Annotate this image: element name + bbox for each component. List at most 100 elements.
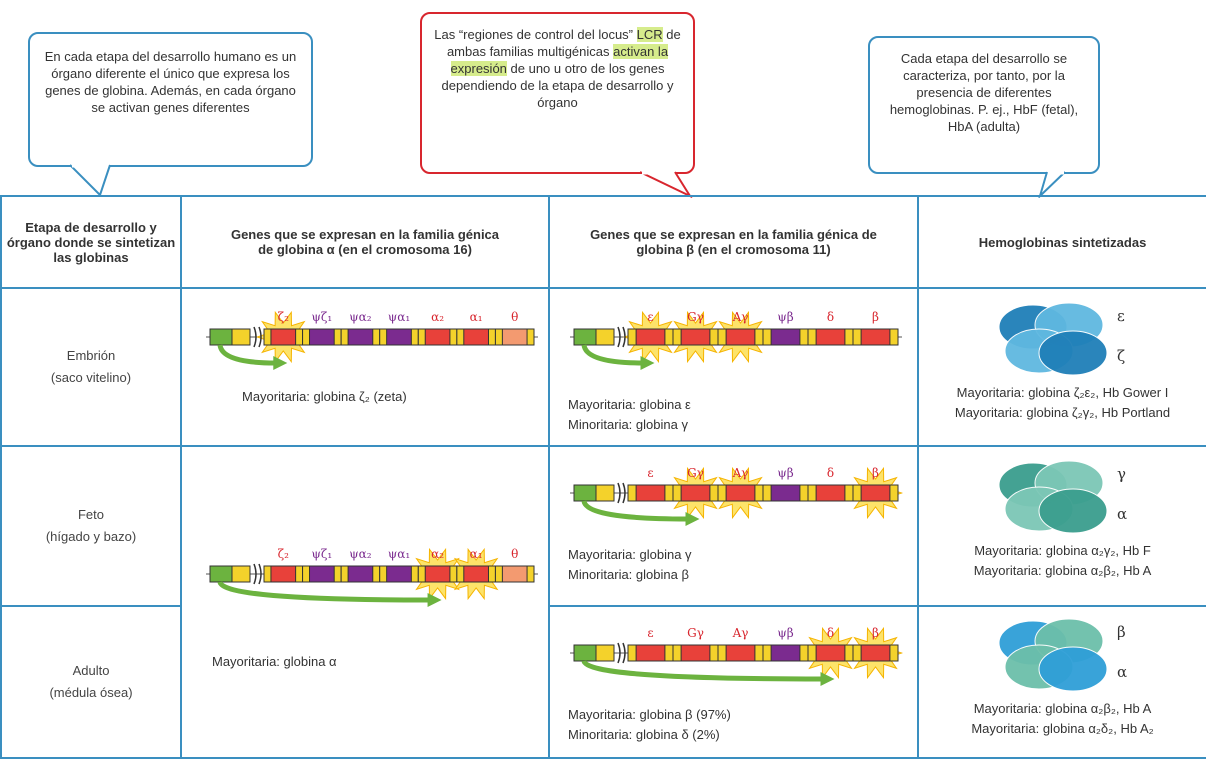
caption: Mayoritaria: globina ε bbox=[568, 397, 691, 412]
gene-label: ζ₂ bbox=[278, 547, 290, 561]
hemoglobin: Mayoritaria: globina α₂γ₂, Hb F bbox=[974, 543, 1151, 558]
gene-label: ζ₂ bbox=[278, 310, 290, 324]
arrow-head bbox=[685, 512, 700, 526]
break bbox=[253, 326, 262, 348]
arrow-head bbox=[427, 593, 442, 607]
beta-cell: ε Gγ Aγ ψβ δ β Mayoritaria: globina β (97%) Min… bbox=[548, 605, 919, 759]
callout-tail bbox=[640, 171, 693, 198]
caption: Mayoritaria: globina ζ₂ (zeta) bbox=[242, 389, 407, 404]
beta-cell: ε Gγ Aγ ψβ δ β Mayoritaria: globina ε Minoritar… bbox=[548, 287, 919, 447]
chain-label: ζ bbox=[1117, 347, 1125, 365]
highlight: LCR bbox=[636, 27, 663, 42]
gene-label: ψζ₁ bbox=[311, 310, 332, 324]
stage: Feto bbox=[77, 507, 104, 522]
alpha-cell: ζ₂ ψζ₁ ψα₂ ψα₁ α₂ α₁ θ Mayoritaria: globina α bbox=[180, 445, 550, 759]
activation-arrow bbox=[581, 659, 823, 682]
hemoglobin-model: γα bbox=[998, 460, 1127, 534]
lcr bbox=[209, 565, 233, 583]
lcr bbox=[209, 328, 233, 346]
gene bbox=[463, 328, 489, 346]
break bbox=[617, 482, 626, 504]
gene bbox=[386, 565, 412, 583]
globin-subunit bbox=[1038, 646, 1108, 692]
spacer bbox=[595, 644, 615, 662]
header: Hemoglobinas sintetizadas bbox=[917, 195, 1206, 289]
gene bbox=[725, 328, 756, 346]
gene-label: ε bbox=[647, 466, 653, 480]
gene-label: Aγ bbox=[732, 626, 749, 640]
gene-label: ψα₁ bbox=[388, 547, 410, 561]
gene-strip: ζ₂ ψζ₁ ψα₂ ψα₁ α₂ α₁ θ bbox=[206, 310, 538, 370]
gene bbox=[635, 484, 666, 502]
gene bbox=[680, 328, 711, 346]
globin-table: Etapa de desarrollo y órgano donde se si… bbox=[0, 195, 1206, 759]
globin-subunit bbox=[1038, 488, 1108, 534]
gene bbox=[309, 565, 335, 583]
caption: Mayoritaria: globina α bbox=[212, 654, 337, 669]
gene-label: β bbox=[872, 466, 879, 480]
beta-cell: ε Gγ Aγ ψβ δ β Mayoritaria: globina γ Minoritar… bbox=[548, 445, 919, 607]
gene-label: ε bbox=[647, 310, 653, 324]
gene bbox=[635, 328, 666, 346]
gene bbox=[860, 644, 891, 662]
gene-label: ψβ bbox=[777, 466, 793, 480]
break bbox=[253, 563, 262, 585]
gene-label: β bbox=[872, 310, 879, 324]
gene bbox=[770, 328, 801, 346]
callout-text: En cada etapa del desarrollo humano es u… bbox=[44, 49, 297, 115]
hb-cell: β α Mayoritaria: globina α₂β₂, Hb A Mayorit… bbox=[917, 605, 1206, 759]
gene-label: θ bbox=[511, 547, 518, 561]
gene bbox=[463, 565, 489, 583]
header: Etapa de desarrollo y órgano donde se si… bbox=[0, 195, 182, 289]
gene bbox=[770, 484, 801, 502]
chain-label: α bbox=[1117, 663, 1127, 681]
lcr bbox=[573, 644, 597, 662]
spacer bbox=[595, 484, 615, 502]
hemoglobin: Mayoritaria: globina ζ₂ε₂, Hb Gower I bbox=[956, 385, 1169, 400]
gene bbox=[860, 484, 891, 502]
callout-tail bbox=[1038, 171, 1066, 198]
caption: Minoritaria: globina β bbox=[568, 567, 689, 582]
activation-arrow bbox=[581, 344, 643, 366]
gene bbox=[501, 565, 528, 583]
hb-cell: γ α Mayoritaria: globina α₂γ₂, Hb F Mayorit… bbox=[917, 445, 1206, 607]
gene-label: Gγ bbox=[687, 466, 704, 480]
callout-text: de uno u otro de los genes dependiendo d… bbox=[441, 61, 674, 110]
stage-cell: Embrión (saco vitelino) bbox=[0, 287, 182, 447]
chain-label: ε bbox=[1117, 307, 1125, 325]
gene-label: ψα₂ bbox=[349, 310, 372, 324]
gene-label: δ bbox=[827, 310, 834, 324]
gene bbox=[770, 644, 801, 662]
chain-label: β bbox=[1117, 623, 1126, 641]
callout-text: de ambas familias multigénicas bbox=[446, 27, 681, 59]
gene-label: α₁ bbox=[470, 547, 483, 561]
gene-strip: ε Gγ Aγ ψβ δ β bbox=[570, 310, 902, 370]
lcr bbox=[573, 328, 597, 346]
chain-label: γ bbox=[1117, 465, 1126, 483]
gene-label: α₁ bbox=[470, 310, 483, 324]
callout-text: Las “regiones de control del locus” bbox=[434, 27, 637, 42]
gene bbox=[860, 328, 891, 346]
gene-label: θ bbox=[511, 310, 518, 324]
alpha-cell: ζ₂ ψζ₁ ψα₂ ψα₁ α₂ α₁ θ Mayoritaria: globina ζ₂ … bbox=[180, 287, 550, 447]
hemoglobin: Mayoritaria: globina α₂β₂, Hb A bbox=[973, 701, 1152, 716]
callout-right: Cada etapa del desarrollo se caracteriza… bbox=[868, 36, 1100, 174]
gene-label: δ bbox=[827, 626, 834, 640]
gene bbox=[347, 328, 374, 346]
gene-label: Aγ bbox=[732, 310, 749, 324]
gene bbox=[680, 484, 711, 502]
stage-cell: Adulto (médula ósea) bbox=[0, 605, 182, 759]
gene bbox=[347, 565, 374, 583]
gene-strip: ζ₂ ψζ₁ ψα₂ ψα₁ α₂ α₁ θ bbox=[206, 547, 538, 607]
gene bbox=[725, 484, 756, 502]
arrow-head bbox=[273, 356, 288, 370]
hemoglobin-model: εζ bbox=[998, 302, 1125, 376]
arrow-head bbox=[640, 356, 655, 370]
gene bbox=[270, 328, 297, 346]
gene bbox=[725, 644, 756, 662]
gene bbox=[815, 644, 846, 662]
hemoglobin-model: βα bbox=[998, 618, 1127, 692]
gene-label: Aγ bbox=[732, 466, 749, 480]
